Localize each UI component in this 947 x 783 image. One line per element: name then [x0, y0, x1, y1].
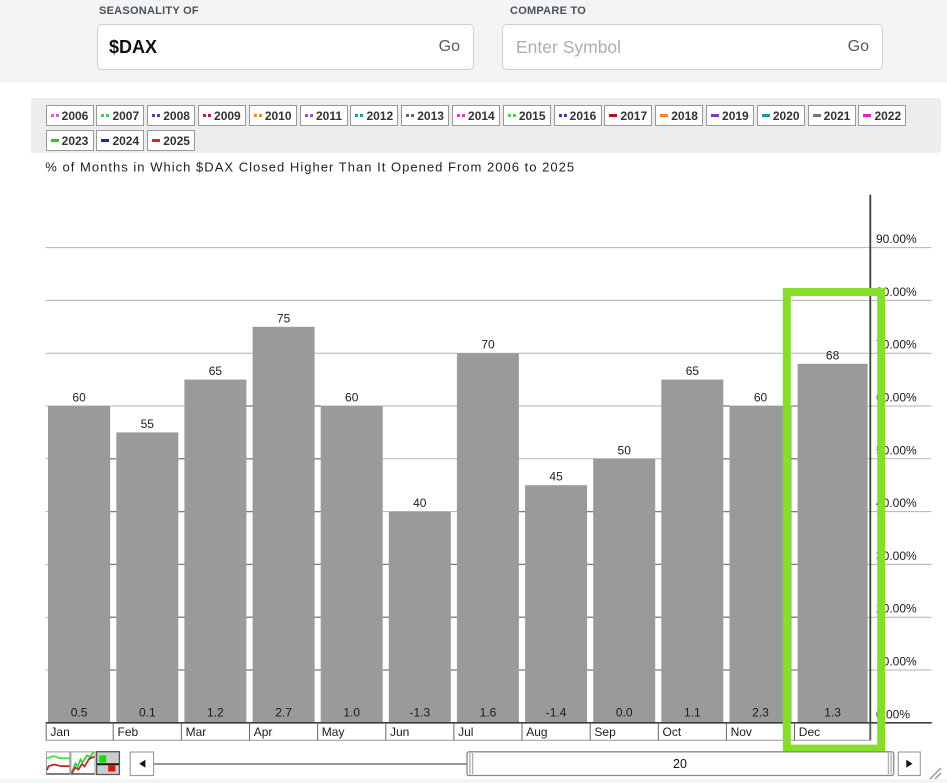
- svg-text:Mar: Mar: [186, 725, 207, 739]
- svg-text:Nov: Nov: [731, 725, 752, 739]
- svg-text:Aug: Aug: [526, 725, 547, 739]
- svg-text:Jan: Jan: [50, 725, 69, 739]
- svg-text:0.0: 0.0: [616, 706, 633, 720]
- svg-text:60: 60: [72, 391, 86, 405]
- svg-text:70.00%: 70.00%: [876, 338, 917, 352]
- svg-text:50: 50: [618, 443, 632, 457]
- svg-text:30.00%: 30.00%: [876, 549, 917, 563]
- svg-text:Jun: Jun: [390, 725, 409, 739]
- svg-text:2.3: 2.3: [752, 706, 769, 720]
- svg-text:2.7: 2.7: [275, 706, 292, 720]
- svg-text:68: 68: [826, 348, 840, 362]
- svg-text:60.00%: 60.00%: [876, 391, 917, 405]
- svg-text:90.00%: 90.00%: [876, 232, 917, 246]
- svg-text:10.00%: 10.00%: [876, 655, 917, 669]
- svg-text:65: 65: [209, 364, 223, 378]
- svg-text:1.2: 1.2: [207, 706, 224, 720]
- svg-text:20.00%: 20.00%: [876, 602, 917, 616]
- svg-text:65: 65: [686, 364, 700, 378]
- svg-text:40.00%: 40.00%: [876, 496, 917, 510]
- svg-text:20: 20: [673, 757, 687, 771]
- svg-text:-1.3: -1.3: [409, 706, 430, 720]
- svg-text:Oct: Oct: [663, 725, 682, 739]
- svg-text:1.1: 1.1: [684, 706, 701, 720]
- svg-text:-1.4: -1.4: [546, 706, 567, 720]
- svg-text:80.00%: 80.00%: [876, 285, 917, 299]
- svg-text:% of Months in Which $DAX Clos: % of Months in Which $DAX Closed Higher …: [45, 160, 575, 175]
- svg-text:50.00%: 50.00%: [876, 443, 917, 457]
- svg-text:1.0: 1.0: [343, 706, 360, 720]
- svg-text:Dec: Dec: [799, 725, 820, 739]
- svg-text:60: 60: [345, 391, 359, 405]
- svg-text:0.5: 0.5: [71, 706, 88, 720]
- svg-text:May: May: [322, 725, 345, 739]
- svg-text:1.6: 1.6: [480, 706, 497, 720]
- svg-text:40: 40: [413, 496, 427, 510]
- svg-text:Sep: Sep: [594, 725, 616, 739]
- svg-text:70: 70: [481, 338, 495, 352]
- svg-text:45: 45: [549, 470, 563, 484]
- svg-text:1.3: 1.3: [824, 706, 841, 720]
- svg-text:Jul: Jul: [458, 725, 473, 739]
- svg-text:0.1: 0.1: [139, 706, 156, 720]
- svg-text:55: 55: [141, 417, 155, 431]
- svg-text:Apr: Apr: [254, 725, 273, 739]
- svg-text:Feb: Feb: [118, 725, 139, 739]
- svg-text:75: 75: [277, 311, 291, 325]
- svg-text:60: 60: [754, 391, 768, 405]
